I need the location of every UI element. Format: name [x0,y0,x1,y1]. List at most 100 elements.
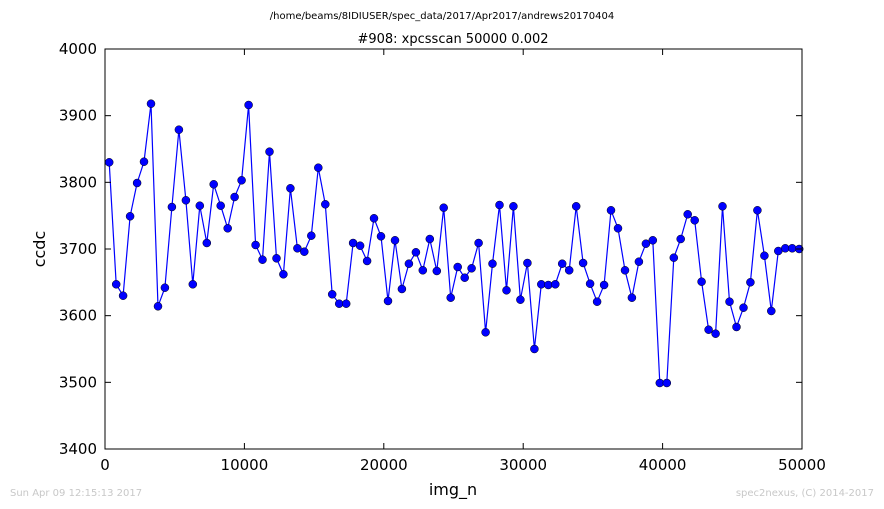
data-point [307,231,316,240]
data-point [195,201,205,210]
data-point [362,256,372,266]
footer-credit: spec2nexus, (C) 2014-2017 [735,488,874,499]
x-axis-label: img_n [429,480,477,500]
data-point [446,293,455,302]
data-point [495,200,504,210]
y-axis-label: ccdc [30,231,49,268]
data-point [376,232,386,241]
data-point [627,293,637,302]
data-point [787,244,797,253]
data-point [648,236,658,245]
data-point [132,178,142,188]
data-point [418,266,428,275]
data-point [488,259,497,268]
data-point [753,206,762,215]
data-point [355,241,365,250]
data-point [564,266,574,275]
data-point [237,176,246,185]
y-tick-label: 3700 [59,240,97,258]
data-point [732,322,741,332]
data-point [523,258,532,268]
data-point [216,201,225,210]
x-tick-label: 0 [100,456,110,474]
y-tick-label: 3600 [59,307,97,325]
data-point [676,234,685,244]
x-tick-label: 50000 [778,456,826,474]
x-tick-label: 30000 [499,456,547,474]
data-point [146,99,156,108]
data-point [585,279,595,288]
data-point [202,238,212,248]
data-point [223,224,232,233]
data-point [404,259,414,268]
data-point [453,262,462,272]
data-point [139,157,149,166]
data-point [321,200,330,209]
data-point [516,295,525,304]
data-point [300,247,309,256]
data-point [286,184,295,193]
data-point [174,125,184,134]
data-point [711,329,720,338]
data-point [153,302,163,311]
data-point [641,239,651,248]
data-point [509,202,518,211]
data-point [265,147,274,156]
data-point [279,270,288,279]
x-tick-label: 40000 [639,456,687,474]
y-tick-label: 4000 [59,40,97,58]
y-tick-label: 3500 [59,373,97,391]
data-point [258,255,267,264]
data-point [669,253,679,262]
data-point [697,277,706,286]
data-point [537,280,546,289]
data-point [425,234,435,244]
footer-timestamp: Sun Apr 09 12:15:13 2017 [10,488,143,499]
data-point [620,266,630,275]
data-point [599,280,609,290]
data-point [432,266,442,276]
data-point [613,224,623,233]
data-point [746,278,755,287]
data-point [571,202,581,211]
chart-title: #908: xpcsscan 50000 0.002 [357,32,548,47]
data-point [578,258,588,268]
data-point [474,238,483,248]
data-point [530,344,539,354]
data-point [327,290,337,299]
data-point [551,280,560,289]
data-point [760,251,769,260]
data-point [181,196,191,205]
data-point [502,286,511,295]
data-point [634,257,644,266]
data-point [293,244,302,253]
data-point [341,299,351,308]
data-point [244,100,253,110]
data-point [739,303,748,312]
y-tick-label: 3800 [59,173,97,191]
data-point [167,202,177,212]
data-point [125,212,135,221]
plot-area: 0 10000 20000 30000 40000 50000 3400 3500 3600 37… [59,40,826,474]
data-point [188,280,198,289]
data-point [544,280,553,290]
data-point [690,216,699,225]
x-tick-label: 10000 [221,456,269,474]
data-point [718,202,727,211]
data-point [467,264,476,273]
data-point [390,236,400,245]
data-point [118,291,128,300]
series-line [108,103,800,384]
data-point [460,273,469,282]
data-point [725,297,734,306]
y-tick-label: 3400 [59,440,97,458]
data-point [369,214,379,223]
data-point [439,203,448,212]
data-point [160,283,170,292]
data-point [592,297,602,306]
data-point [383,296,393,306]
data-point [209,180,218,189]
data-point [606,206,616,215]
data-point [251,240,260,250]
